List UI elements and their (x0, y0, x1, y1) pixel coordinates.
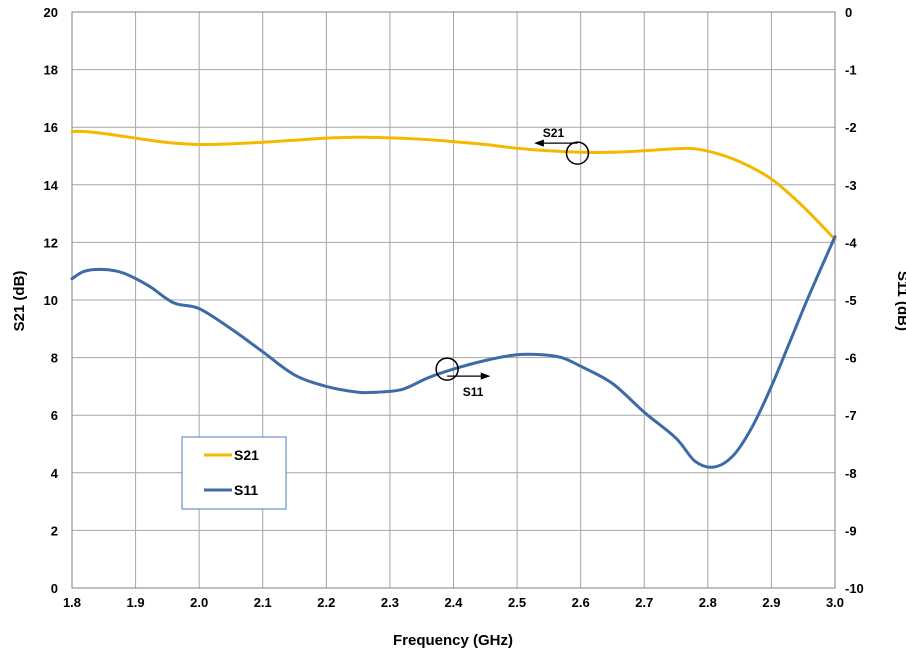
y-left-tick-label: 16 (44, 120, 58, 135)
y-right-tick-label: -4 (845, 235, 857, 250)
y-left-tick-label: 10 (44, 293, 58, 308)
y-left-tick-labels: 0 2 4 6 8 10 12 14 16 18 20 (44, 5, 59, 596)
x-tick-label: 1.9 (127, 595, 145, 610)
y-left-tick-label: 20 (44, 5, 58, 20)
y-right-tick-label: -6 (845, 351, 857, 366)
y-left-tick-label: 4 (51, 466, 59, 481)
series-line-s21 (70, 129, 837, 241)
x-tick-label: 2.4 (444, 595, 463, 610)
y-right-tick-label: -9 (845, 523, 857, 538)
y-right-tick-label: -2 (845, 120, 857, 135)
y-right-tick-label: -10 (845, 581, 864, 596)
x-tick-label: 2.7 (635, 595, 653, 610)
legend: S21 S11 (181, 436, 287, 510)
y-right-tick-label: 0 (845, 5, 852, 20)
annotation-circle (435, 357, 459, 381)
y-right-tick-label: -3 (845, 178, 857, 193)
x-tick-label: 2.2 (317, 595, 335, 610)
x-tick-label: 3.0 (826, 595, 844, 610)
y-left-tick-label: 14 (44, 178, 59, 193)
y-left-tick-label: 18 (44, 63, 58, 78)
x-tick-labels: 1.8 1.9 2.0 2.1 2.2 2.3 2.4 2.5 2.6 2.7 2.8 2.9 3.0 (63, 595, 844, 610)
x-tick-label: 2.6 (572, 595, 590, 610)
y-left-tick-label: 2 (51, 523, 58, 538)
plot-frame (71, 11, 836, 589)
series-layer (70, 129, 837, 469)
y-left-tick-label: 0 (51, 581, 58, 596)
y-right-tick-label: -1 (845, 63, 857, 78)
legend-label-s21: S21 (234, 447, 259, 463)
y-right-tick-label: -7 (845, 408, 857, 423)
x-tick-label: 2.3 (381, 595, 399, 610)
y-left-tick-label: 6 (51, 408, 58, 423)
y-right-tick-label: -8 (845, 466, 857, 481)
legend-label-s11: S11 (234, 482, 258, 498)
annotation-layer: S21 S11 (435, 126, 590, 399)
x-tick-label: 2.9 (762, 595, 780, 610)
y-right-axis-title: S11 (dB) (894, 271, 906, 331)
y-right-tick-labels: -10-9-8-7-6-5-4-3-2-10 (845, 5, 864, 596)
legend-box (181, 436, 287, 510)
y-left-tick-label: 12 (44, 235, 58, 250)
series-line-s11 (70, 235, 837, 469)
x-tick-label: 1.8 (63, 595, 81, 610)
x-tick-label: 2.0 (190, 595, 208, 610)
y-left-axis-title: S21 (dB) (11, 271, 28, 332)
y-left-tick-label: 8 (51, 351, 58, 366)
x-tick-label: 2.8 (699, 595, 717, 610)
annotation-label: S21 (543, 126, 565, 140)
x-tick-label: 2.5 (508, 595, 526, 610)
x-axis-title: Frequency (GHz) (393, 632, 513, 649)
x-tick-label: 2.1 (254, 595, 272, 610)
annotation-circle (565, 141, 590, 165)
y-right-tick-label: -5 (845, 293, 857, 308)
annotation-label: S11 (463, 385, 484, 399)
